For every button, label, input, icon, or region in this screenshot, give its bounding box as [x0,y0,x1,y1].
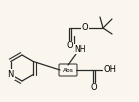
Text: O: O [67,42,73,50]
Text: N: N [8,70,14,79]
Text: OH: OH [104,65,116,74]
Text: O: O [91,84,97,93]
Text: NH: NH [74,44,86,54]
Text: O: O [82,23,88,33]
FancyBboxPatch shape [59,64,77,76]
Text: Abs: Abs [63,68,73,73]
